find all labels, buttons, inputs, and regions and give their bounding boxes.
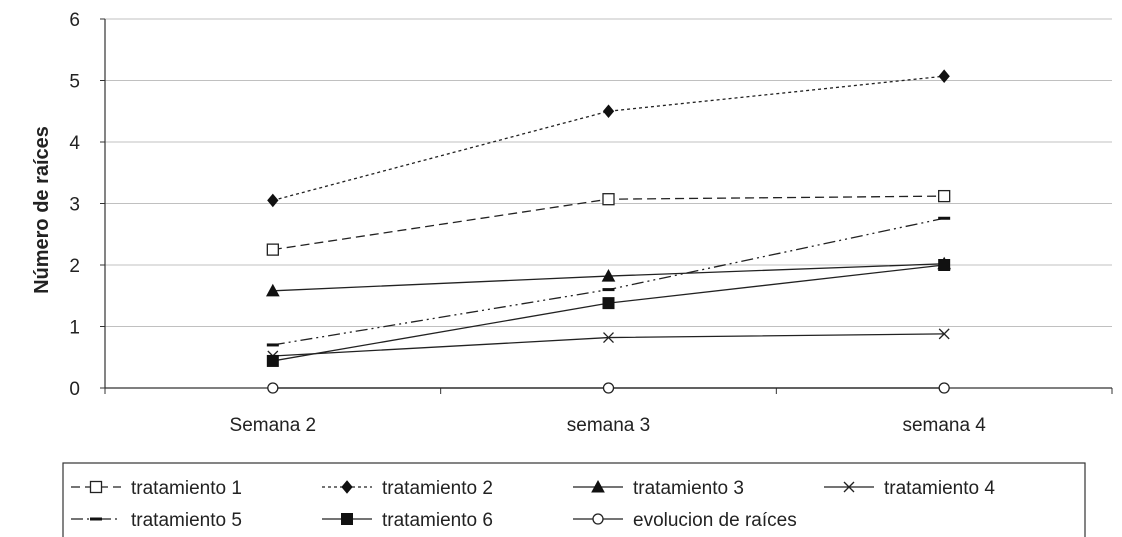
- marker-triangle: [591, 479, 605, 493]
- legend-label: evolucion de raíces: [633, 510, 797, 531]
- y-axis-label: Número de raíces: [31, 126, 53, 294]
- marker-square-open: [938, 189, 951, 203]
- y-tick-label: 5: [69, 72, 80, 93]
- x-tick-labels: Semana 2 semana 3 semana 4: [230, 415, 987, 436]
- series-1: [266, 189, 951, 256]
- marker-diamond: [938, 69, 950, 83]
- legend-label: tratamiento 1: [131, 478, 242, 499]
- marker-x-stroke: [938, 328, 950, 340]
- legend-label: tratamiento 6: [382, 510, 493, 531]
- marker-x: [603, 332, 614, 344]
- marker-square-open: [266, 243, 279, 256]
- marker-x: [938, 328, 950, 340]
- marker-square-filled: [341, 513, 353, 525]
- series-lines: [265, 69, 952, 394]
- marker-circle-open: [267, 382, 279, 394]
- legend-item: tratamiento 5: [71, 510, 242, 531]
- marker-square-filled: [266, 354, 279, 367]
- legend-label: tratamiento 2: [382, 478, 493, 499]
- y-tick-label: 0: [69, 379, 80, 400]
- marker-square-filled: [938, 259, 951, 271]
- y-tick-label: 6: [69, 10, 80, 31]
- series-5: [266, 216, 951, 347]
- series-7: [267, 382, 950, 394]
- series-line: [272, 75, 945, 202]
- y-tick-label: 2: [69, 256, 80, 277]
- marker-triangle: [265, 283, 280, 297]
- marker-diamond: [602, 104, 615, 119]
- legend-item: tratamiento 4: [824, 478, 995, 499]
- y-tick-label: 4: [69, 133, 80, 154]
- legend-item: tratamiento 3: [573, 478, 744, 499]
- y-tick-label: 1: [69, 318, 80, 339]
- marker-square-open: [89, 480, 103, 494]
- y-tick-label: 3: [69, 195, 80, 216]
- legend-box: [62, 462, 1086, 537]
- legend-item: tratamiento 6: [322, 510, 493, 531]
- marker-square-open: [602, 193, 615, 206]
- marker-square-filled: [602, 297, 615, 310]
- y-tick-labels: 0 1 2 3 4 5 6: [69, 10, 80, 400]
- legend-item: tratamiento 2: [322, 478, 493, 499]
- legend-label: tratamiento 3: [633, 478, 744, 499]
- legend-item: tratamiento 1: [71, 478, 242, 499]
- legend-item: evolucion de raíces: [573, 510, 797, 531]
- legend-label: tratamiento 5: [131, 510, 242, 531]
- marker-circle-open: [602, 382, 615, 394]
- marker-x-stroke: [843, 481, 855, 493]
- series-2: [267, 69, 950, 208]
- marker-circle-open: [938, 382, 950, 394]
- marker-x: [843, 481, 855, 493]
- x-tick-label: semana 4: [902, 415, 986, 436]
- marker-triangle: [601, 269, 616, 282]
- marker-x-stroke: [603, 332, 614, 344]
- marker-circle-open: [592, 513, 604, 525]
- marker-diamond: [341, 480, 353, 494]
- marker-diamond: [267, 193, 279, 208]
- legend: tratamiento 1 tratamiento 2 tratamiento 3 t…: [62, 462, 1086, 537]
- series-4: [267, 328, 950, 362]
- x-tick-label: semana 3: [567, 415, 650, 436]
- x-tick-label: Semana 2: [230, 415, 317, 436]
- legend-label: tratamiento 4: [884, 478, 995, 499]
- series-line: [272, 217, 945, 346]
- series-6: [266, 259, 951, 367]
